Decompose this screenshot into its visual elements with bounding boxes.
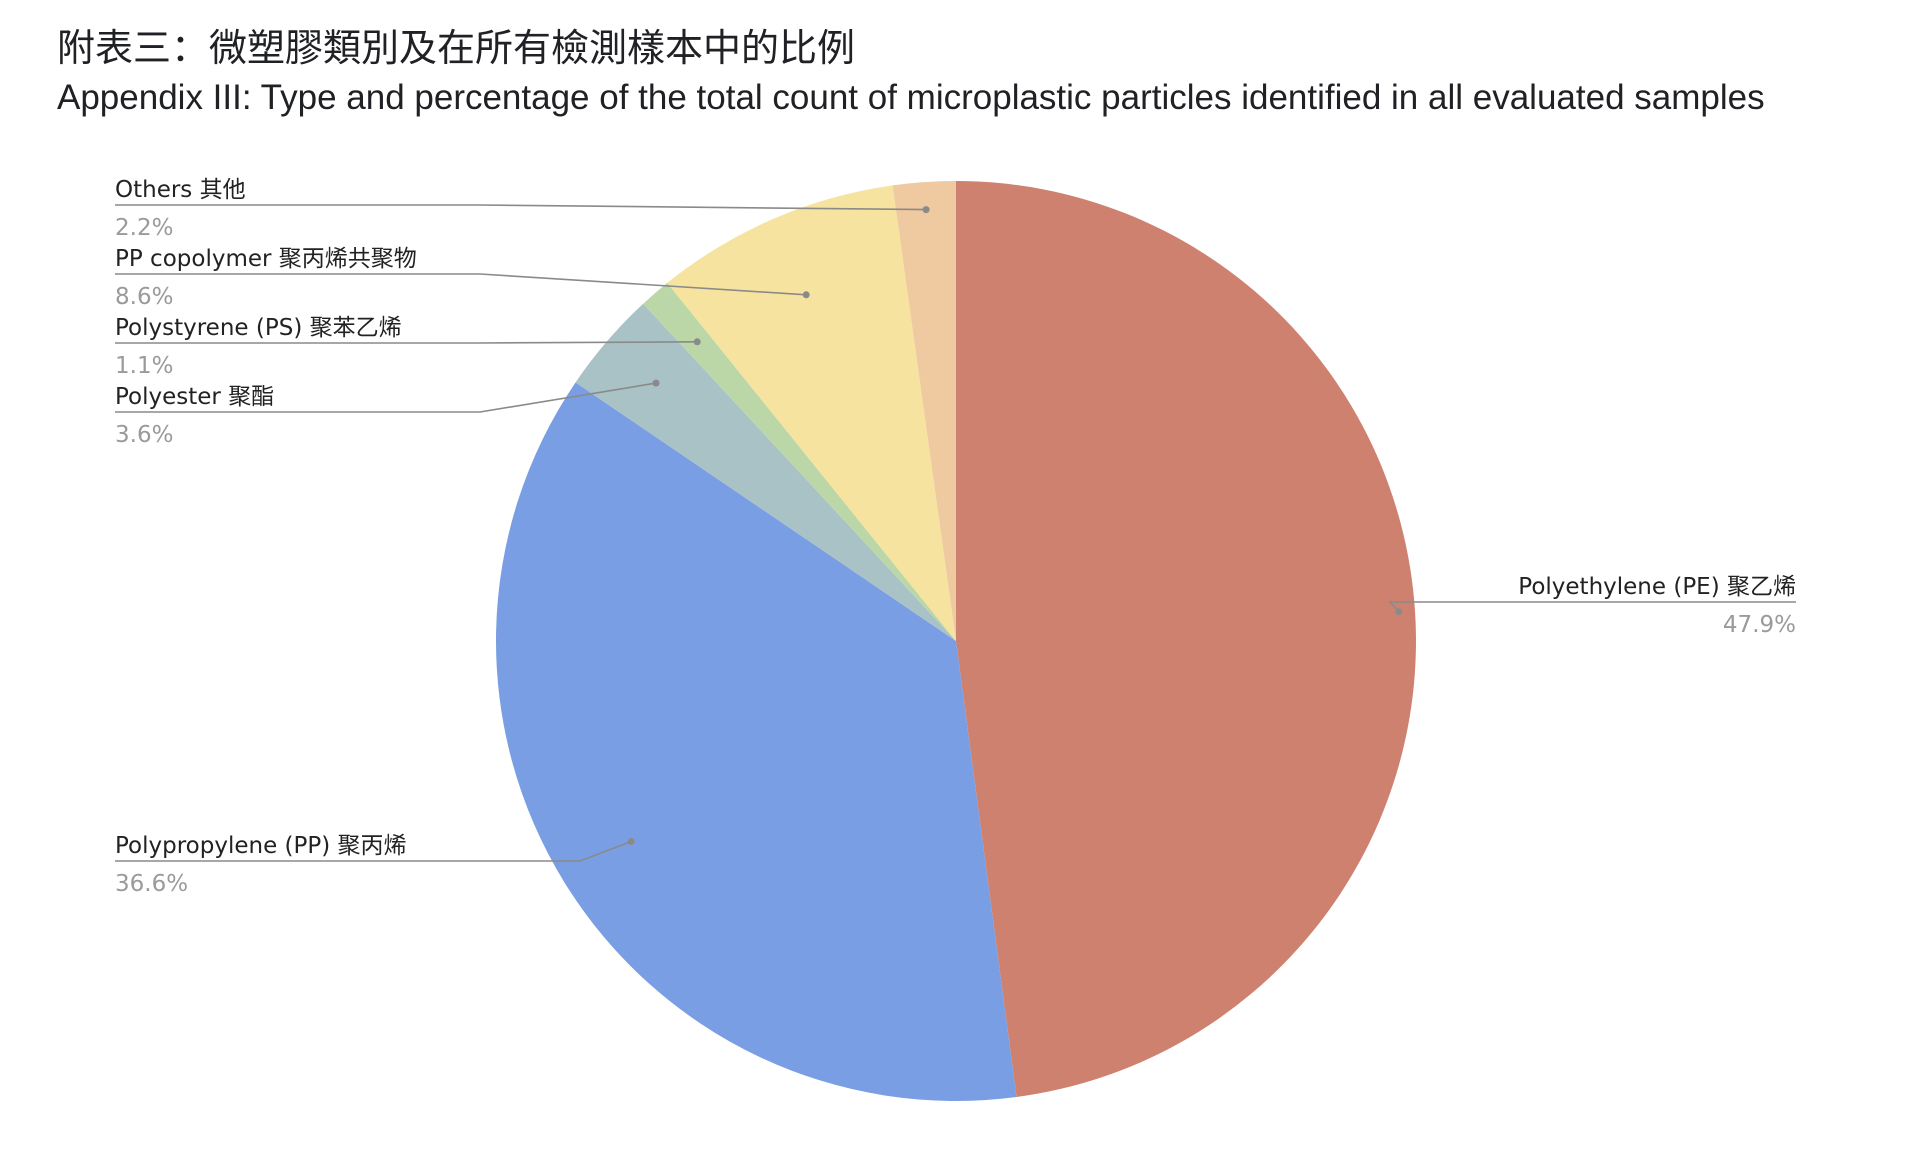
leader-lines	[115, 204, 1796, 862]
slice-polypropylene[interactable]	[495, 382, 1017, 1101]
leader-dot-polystyrene	[693, 338, 701, 346]
leader-line-polyester	[115, 382, 657, 413]
slice-percent-pp-copolymer: 8.6%	[115, 284, 173, 310]
slice-label-pp-copolymer: PP copolymer 聚丙烯共聚物	[115, 246, 417, 272]
leader-dot-polyethylene	[1395, 608, 1403, 616]
slice-percent-polyester: 3.6%	[115, 422, 173, 448]
slice-label-polyethylene: Polyethylene (PE) 聚乙烯	[1518, 574, 1796, 600]
leader-line-others	[115, 204, 927, 211]
slice-percent-polyethylene: 47.9%	[1723, 612, 1796, 638]
slice-others[interactable]	[892, 181, 956, 641]
slice-label-polypropylene: Polypropylene (PP) 聚丙烯	[115, 833, 407, 859]
leader-dot-polypropylene	[627, 838, 635, 845]
slice-percent-polystyrene: 1.1%	[115, 353, 173, 379]
slice-polystyrene[interactable]	[643, 282, 956, 641]
slice-pp-copolymer[interactable]	[667, 185, 956, 641]
leader-dot-pp-copolymer	[802, 291, 810, 299]
slice-label-polystyrene: Polystyrene (PS) 聚苯乙烯	[115, 315, 402, 341]
leader-line-polyethylene	[1388, 601, 1796, 613]
slice-polyethylene[interactable]	[956, 181, 1416, 1097]
chart-title: 附表三：微塑膠類別及在所有檢測樣本中的比例	[57, 26, 856, 70]
slice-percent-polypropylene: 36.6%	[115, 871, 188, 897]
leader-line-polystyrene	[115, 341, 698, 344]
slice-percent-others: 2.2%	[115, 215, 173, 241]
pie-slices	[495, 181, 1416, 1101]
leader-line-pp-copolymer	[115, 273, 807, 296]
leader-dot-polyester	[652, 379, 660, 387]
slice-labels: Polyethylene (PE) 聚乙烯 47.9% Polypropylene …	[115, 177, 1796, 897]
leader-dot-others	[922, 206, 930, 214]
slice-polyester[interactable]	[575, 303, 956, 641]
chart-subtitle: Appendix III: Type and percentage of the…	[57, 78, 1765, 117]
slice-label-polyester: Polyester 聚酯	[115, 384, 274, 410]
slice-label-others: Others 其他	[115, 177, 246, 203]
leader-line-polypropylene	[115, 840, 632, 862]
